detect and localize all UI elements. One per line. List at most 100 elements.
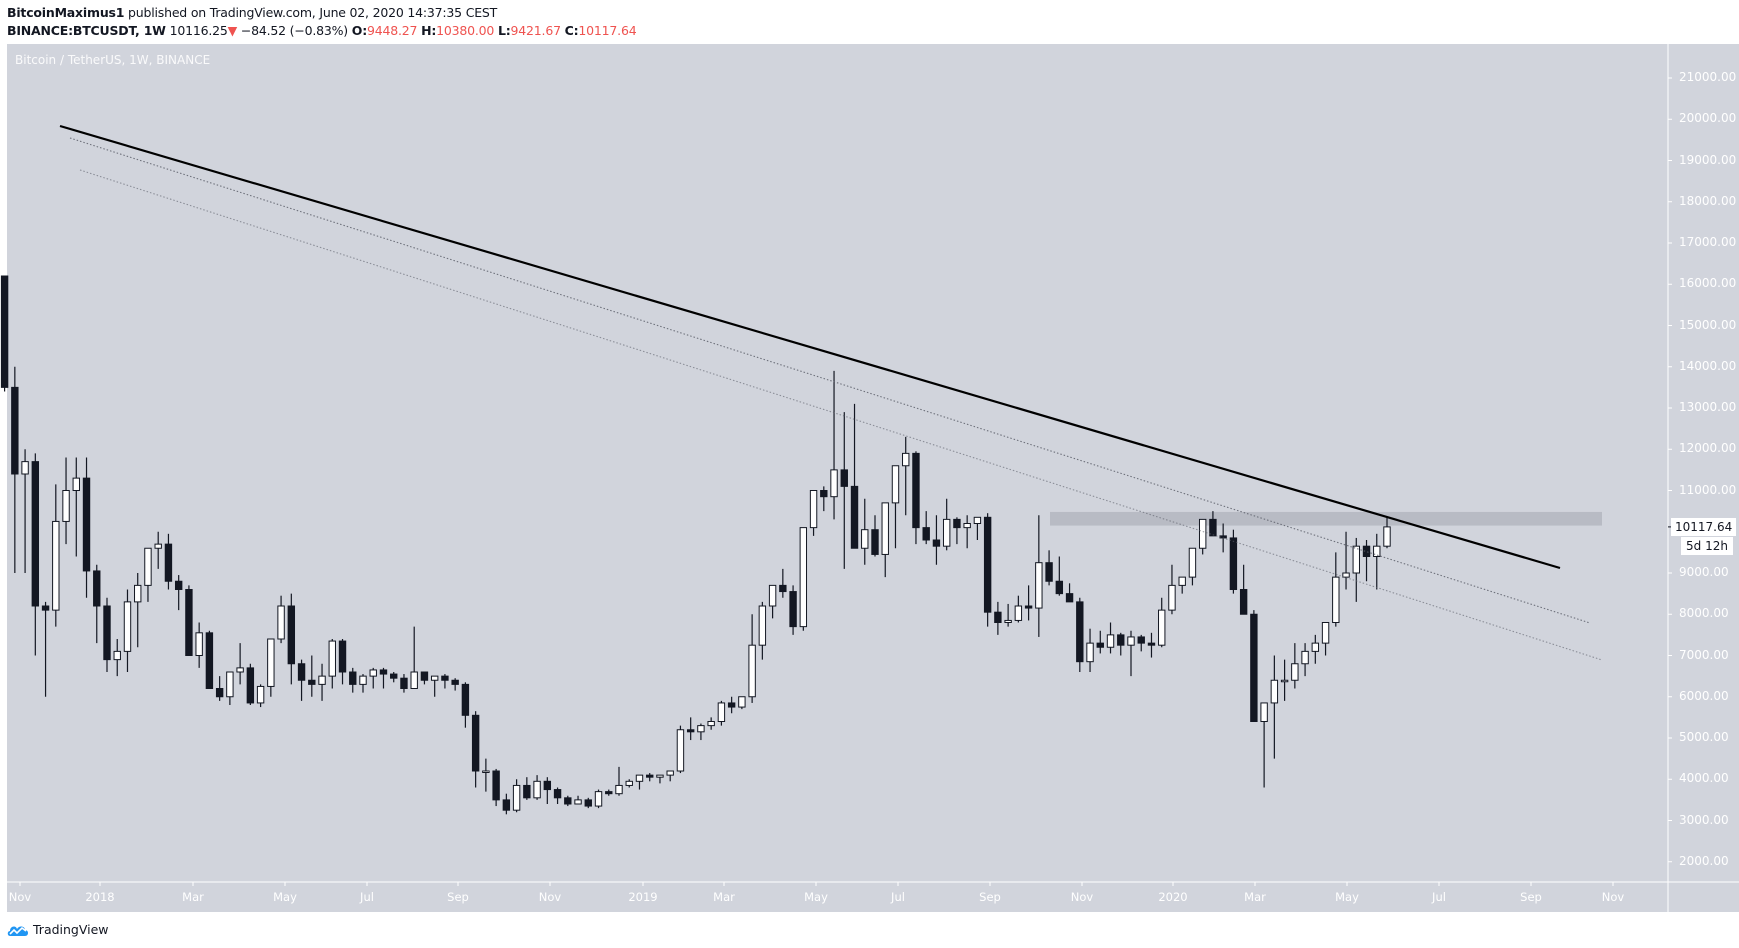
candle-body — [830, 469, 838, 498]
high-value: 10380.00 — [436, 23, 495, 38]
price-axis-label: 4000.00 — [1679, 771, 1729, 786]
time-axis-label: Nov — [8, 890, 32, 904]
candle-body — [1342, 572, 1350, 578]
time-axis-label: 2020 — [1158, 890, 1188, 904]
time-axis-label: Nov — [1070, 890, 1094, 904]
candle-body — [553, 789, 562, 799]
candle-body — [82, 477, 91, 572]
candle-body — [799, 527, 808, 628]
time-axis-label: Sep — [1520, 890, 1542, 904]
time-axis-label: Mar — [182, 890, 204, 904]
candle-body — [195, 632, 203, 656]
candle-body — [215, 688, 224, 698]
candle-body — [185, 589, 193, 656]
candle-body — [297, 663, 306, 681]
candle-body — [1045, 562, 1053, 582]
symbol-label: BINANCE:BTCUSDT, 1W — [7, 23, 166, 38]
candle-body — [1373, 545, 1381, 557]
candle-body — [11, 386, 19, 475]
chart-panel[interactable] — [7, 44, 1739, 912]
candle-body — [1086, 642, 1094, 663]
candle-body — [727, 702, 736, 708]
candle-body — [1383, 526, 1391, 547]
last-price-tag: 10117.64 — [1671, 517, 1737, 536]
price-axis-label: 6000.00 — [1679, 688, 1729, 703]
candle-body — [523, 784, 531, 799]
candle-body — [277, 605, 285, 640]
candle-body — [646, 774, 654, 778]
candle-body — [1106, 634, 1115, 648]
candle-body — [1270, 679, 1279, 704]
candle-body — [1332, 576, 1340, 623]
candle-body — [922, 527, 930, 541]
candle-body — [123, 601, 132, 652]
candle-body — [21, 461, 29, 475]
author-name[interactable]: BitcoinMaximus1 — [7, 5, 125, 20]
candle-body — [543, 780, 552, 791]
candle-body — [564, 797, 572, 805]
candle-body — [605, 791, 613, 795]
candle-body — [861, 529, 869, 549]
time-axis-label: 2019 — [628, 890, 658, 904]
candle-body — [113, 650, 121, 661]
resistance-zone[interactable] — [1050, 511, 1602, 526]
candle-body — [584, 799, 592, 807]
price-axis-label: 13000.00 — [1679, 400, 1737, 414]
price-axis-label: 2000.00 — [1679, 853, 1729, 868]
tradingview-logo[interactable]: TradingView — [7, 922, 109, 937]
candle-body — [308, 679, 316, 685]
candle-body — [226, 671, 234, 698]
candle-body — [144, 547, 152, 586]
price-axis-label: 16000.00 — [1679, 276, 1737, 291]
price-axis-label: 11000.00 — [1679, 482, 1737, 497]
candle-body — [62, 490, 70, 522]
candle-body — [707, 721, 715, 727]
candle-body — [359, 675, 367, 685]
open-label: O: — [351, 23, 367, 38]
close-label: C: — [564, 23, 579, 38]
candle-body — [349, 671, 357, 685]
candle-body — [1301, 650, 1309, 665]
candle-body — [31, 461, 40, 607]
time-axis-label: Jul — [1432, 890, 1446, 904]
dotted-trendline[interactable] — [69, 137, 1591, 624]
candle-body — [471, 714, 480, 772]
candle-body — [134, 584, 142, 603]
candle-body — [912, 452, 920, 529]
time-axis-label: Nov — [1601, 890, 1625, 904]
published-text: published on TradingView.com, June 02, 2… — [128, 5, 498, 20]
candle-body — [1147, 642, 1156, 646]
price-axis-label: 7000.00 — [1679, 647, 1729, 662]
candle-body — [1035, 562, 1043, 609]
candle-body — [656, 774, 664, 778]
candle-body — [809, 490, 818, 529]
candle-body — [1321, 622, 1330, 644]
candle-body — [1188, 547, 1197, 578]
candle-body — [666, 770, 674, 776]
candle-body — [154, 543, 162, 549]
main-trendline[interactable] — [59, 124, 1561, 570]
candle-body — [676, 729, 685, 772]
candle-body — [983, 516, 992, 613]
candle-body — [1209, 518, 1217, 537]
candle-body — [205, 632, 214, 689]
candle-body — [103, 605, 111, 661]
close-value: 10117.64 — [578, 23, 637, 38]
open-value: 9448.27 — [367, 23, 418, 38]
time-axis-label: Mar — [1244, 890, 1266, 904]
candle-body — [512, 784, 521, 811]
price-axis-label: 19000.00 — [1679, 152, 1737, 167]
time-axis-label: Jul — [360, 890, 374, 904]
price-axis-label: 15000.00 — [1679, 317, 1737, 332]
candle-body — [953, 518, 961, 529]
candle-body — [1117, 634, 1125, 646]
candle-body — [635, 774, 644, 782]
dotted-trendline[interactable] — [79, 169, 1603, 661]
candle-body — [881, 502, 889, 555]
price-axis-label: 3000.00 — [1679, 812, 1729, 827]
footer-brand: TradingView — [33, 922, 109, 937]
candle-body — [1055, 580, 1064, 595]
candle-body — [379, 669, 388, 675]
candle-body — [410, 671, 418, 689]
